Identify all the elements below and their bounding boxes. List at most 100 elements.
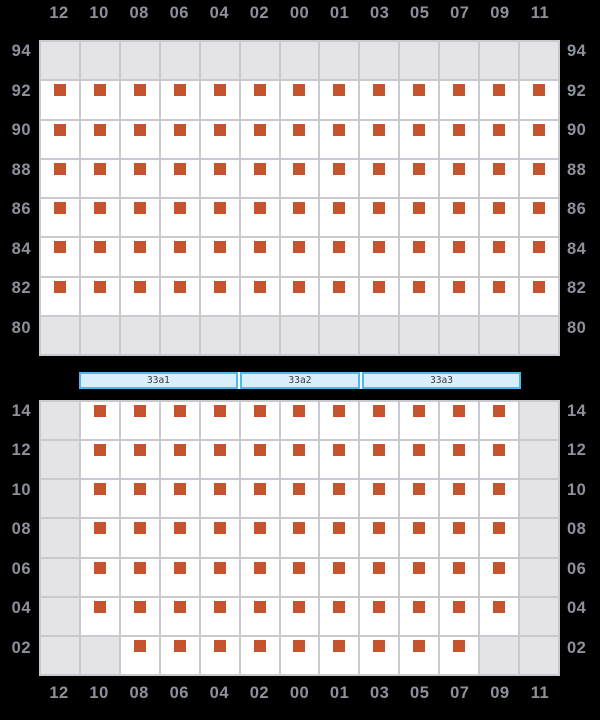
slot-cell[interactable] [200, 402, 239, 440]
slot-cell[interactable] [160, 402, 199, 440]
slot-cell[interactable] [280, 519, 319, 557]
slot-cell[interactable] [520, 277, 558, 315]
slot-cell[interactable] [320, 81, 359, 119]
slot-cell[interactable] [200, 81, 239, 119]
slot-cell[interactable] [440, 636, 479, 674]
slot-cell[interactable] [360, 558, 399, 596]
slot-cell[interactable] [240, 558, 279, 596]
slot-cell[interactable] [480, 402, 519, 440]
slot-cell[interactable] [440, 120, 479, 158]
slot-cell[interactable] [200, 480, 239, 518]
slot-cell[interactable] [400, 159, 439, 197]
slot-cell[interactable] [41, 81, 79, 119]
slot-cell[interactable] [120, 480, 159, 518]
slot-cell[interactable] [120, 159, 159, 197]
slot-cell[interactable] [400, 636, 439, 674]
slot-cell[interactable] [160, 480, 199, 518]
slot-cell[interactable] [80, 199, 119, 237]
slot-cell[interactable] [400, 238, 439, 276]
slot-cell[interactable] [440, 199, 479, 237]
slot-cell[interactable] [440, 597, 479, 635]
slot-cell[interactable] [320, 277, 359, 315]
slot-cell[interactable] [80, 238, 119, 276]
slot-cell[interactable] [120, 120, 159, 158]
slot-cell[interactable] [440, 238, 479, 276]
slot-cell[interactable] [160, 199, 199, 237]
slot-cell[interactable] [41, 120, 79, 158]
slot-cell[interactable] [480, 159, 519, 197]
slot-cell[interactable] [320, 159, 359, 197]
bay-group-segment[interactable]: 33a3 [362, 372, 521, 389]
slot-cell[interactable] [80, 480, 119, 518]
slot-cell[interactable] [240, 238, 279, 276]
slot-cell[interactable] [160, 120, 199, 158]
slot-cell[interactable] [320, 402, 359, 440]
slot-cell[interactable] [360, 636, 399, 674]
slot-cell[interactable] [200, 636, 239, 674]
slot-cell[interactable] [320, 238, 359, 276]
slot-cell[interactable] [480, 238, 519, 276]
slot-cell[interactable] [280, 636, 319, 674]
slot-cell[interactable] [120, 402, 159, 440]
slot-cell[interactable] [400, 402, 439, 440]
slot-cell[interactable] [160, 519, 199, 557]
slot-cell[interactable] [240, 480, 279, 518]
slot-cell[interactable] [520, 199, 558, 237]
slot-cell[interactable] [80, 159, 119, 197]
slot-cell[interactable] [80, 277, 119, 315]
slot-cell[interactable] [360, 159, 399, 197]
slot-cell[interactable] [480, 558, 519, 596]
slot-cell[interactable] [240, 81, 279, 119]
slot-cell[interactable] [80, 402, 119, 440]
slot-cell[interactable] [280, 199, 319, 237]
slot-cell[interactable] [320, 519, 359, 557]
slot-cell[interactable] [160, 636, 199, 674]
bay-group-segment[interactable]: 33a2 [239, 372, 361, 389]
slot-cell[interactable] [240, 402, 279, 440]
slot-cell[interactable] [440, 277, 479, 315]
slot-cell[interactable] [280, 81, 319, 119]
slot-cell[interactable] [200, 238, 239, 276]
slot-cell[interactable] [240, 277, 279, 315]
slot-cell[interactable] [120, 238, 159, 276]
slot-cell[interactable] [520, 120, 558, 158]
slot-cell[interactable] [160, 558, 199, 596]
slot-cell[interactable] [280, 238, 319, 276]
slot-cell[interactable] [80, 519, 119, 557]
slot-cell[interactable] [360, 519, 399, 557]
slot-cell[interactable] [400, 519, 439, 557]
slot-cell[interactable] [360, 199, 399, 237]
slot-cell[interactable] [480, 441, 519, 479]
slot-cell[interactable] [360, 81, 399, 119]
slot-cell[interactable] [280, 120, 319, 158]
slot-cell[interactable] [280, 480, 319, 518]
slot-cell[interactable] [400, 480, 439, 518]
slot-cell[interactable] [480, 120, 519, 158]
slot-cell[interactable] [400, 199, 439, 237]
slot-cell[interactable] [280, 558, 319, 596]
slot-cell[interactable] [120, 519, 159, 557]
slot-cell[interactable] [320, 597, 359, 635]
slot-cell[interactable] [80, 441, 119, 479]
slot-cell[interactable] [80, 558, 119, 596]
slot-cell[interactable] [160, 597, 199, 635]
slot-cell[interactable] [41, 159, 79, 197]
slot-cell[interactable] [400, 558, 439, 596]
slot-cell[interactable] [280, 402, 319, 440]
slot-cell[interactable] [320, 480, 359, 518]
slot-cell[interactable] [480, 597, 519, 635]
slot-cell[interactable] [400, 277, 439, 315]
slot-cell[interactable] [360, 480, 399, 518]
slot-cell[interactable] [320, 636, 359, 674]
slot-cell[interactable] [120, 199, 159, 237]
bay-group-segment[interactable]: 33a1 [79, 372, 238, 389]
slot-cell[interactable] [160, 159, 199, 197]
slot-cell[interactable] [41, 277, 79, 315]
slot-cell[interactable] [120, 81, 159, 119]
slot-cell[interactable] [320, 199, 359, 237]
slot-cell[interactable] [360, 277, 399, 315]
slot-cell[interactable] [41, 199, 79, 237]
slot-cell[interactable] [320, 558, 359, 596]
slot-cell[interactable] [120, 277, 159, 315]
slot-cell[interactable] [440, 402, 479, 440]
